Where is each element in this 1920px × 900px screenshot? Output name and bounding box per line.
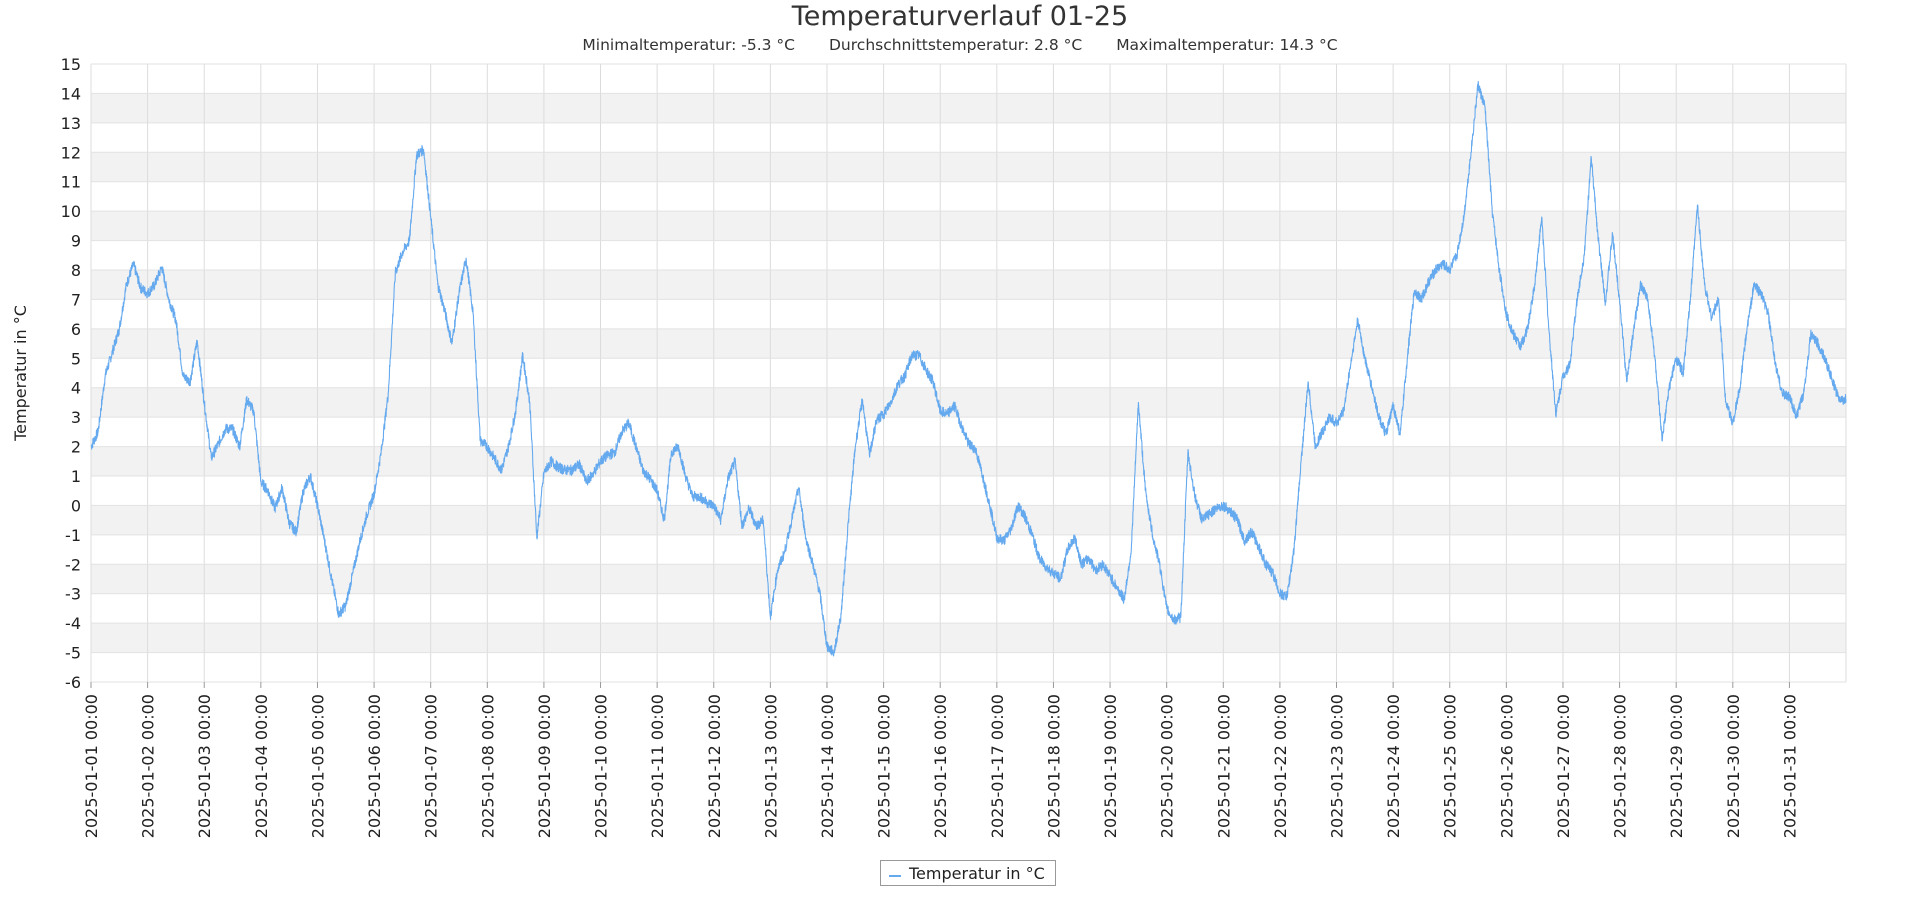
x-tick-label: 2025-01-24 00:00 xyxy=(1384,694,1403,838)
y-tick-label: 0 xyxy=(71,496,81,515)
x-tick-label: 2025-01-02 00:00 xyxy=(139,694,158,838)
y-tick-label: 4 xyxy=(71,379,81,398)
y-tick-label: -5 xyxy=(65,644,81,663)
y-tick-label: -2 xyxy=(65,555,81,574)
legend-swatch xyxy=(889,875,901,877)
y-tick-label: 7 xyxy=(71,290,81,309)
y-tick-label: 1 xyxy=(71,467,81,486)
x-tick-label: 2025-01-23 00:00 xyxy=(1328,694,1347,838)
y-tick-label: 3 xyxy=(71,408,81,427)
chart-subtitle: Minimaltemperatur: -5.3 °C Durchschnittst… xyxy=(0,36,1920,54)
y-tick-label: 5 xyxy=(71,349,81,368)
x-tick-label: 2025-01-31 00:00 xyxy=(1780,694,1799,838)
grid-band xyxy=(91,270,1846,300)
x-tick-label: 2025-01-25 00:00 xyxy=(1441,694,1460,838)
x-tick-label: 2025-01-04 00:00 xyxy=(252,694,271,838)
y-tick-label: 9 xyxy=(71,232,81,251)
vertical-gridlines xyxy=(90,64,1847,682)
legend[interactable]: Temperatur in °C xyxy=(880,860,1056,886)
x-tick-label: 2025-01-21 00:00 xyxy=(1214,694,1233,838)
y-tick-label: 10 xyxy=(61,202,81,221)
y-tick-label: 6 xyxy=(71,320,81,339)
x-tick-label: 2025-01-01 00:00 xyxy=(82,694,101,838)
y-tick-label: 11 xyxy=(61,173,81,192)
series-group xyxy=(90,80,1847,657)
x-tick-label: 2025-01-15 00:00 xyxy=(875,694,894,838)
y-tick-label: 8 xyxy=(71,261,81,280)
grid-band xyxy=(91,446,1846,476)
x-tick-label: 2025-01-28 00:00 xyxy=(1611,694,1630,838)
x-tick-label: 2025-01-18 00:00 xyxy=(1044,694,1063,838)
series-line-temperatur xyxy=(90,80,1847,657)
max-temperature-label: Maximaltemperatur: 14.3 °C xyxy=(1116,36,1338,54)
grid-band xyxy=(91,152,1846,182)
x-tick-label: 2025-01-08 00:00 xyxy=(478,694,497,838)
x-tick-label: 2025-01-10 00:00 xyxy=(592,694,611,838)
x-tick-label: 2025-01-20 00:00 xyxy=(1158,694,1177,838)
grid-band xyxy=(91,328,1846,359)
x-tick-label: 2025-01-22 00:00 xyxy=(1271,694,1290,838)
y-tick-label: -3 xyxy=(65,585,81,604)
x-tick-label: 2025-01-03 00:00 xyxy=(195,694,214,838)
x-tick-label: 2025-01-07 00:00 xyxy=(422,694,441,838)
x-tick-label: 2025-01-05 00:00 xyxy=(308,694,327,838)
y-tick-label: 12 xyxy=(61,143,81,162)
x-tick-label: 2025-01-16 00:00 xyxy=(931,694,950,838)
x-tick-label: 2025-01-30 00:00 xyxy=(1724,694,1743,838)
legend-label: Temperatur in °C xyxy=(909,863,1045,883)
x-tick-label: 2025-01-19 00:00 xyxy=(1101,694,1120,838)
avg-temperature-label: Durchschnittstemperatur: 2.8 °C xyxy=(829,36,1083,54)
x-tick-label: 2025-01-06 00:00 xyxy=(365,694,384,838)
grid-band xyxy=(91,93,1846,123)
x-tick-label: 2025-01-26 00:00 xyxy=(1497,694,1516,838)
grid-band xyxy=(91,623,1846,653)
x-axis-ticks: 2025-01-01 00:00 2025-01-02 00:00 2025-01-… xyxy=(82,682,1799,838)
y-tick-label: 13 xyxy=(61,114,81,133)
grid-band xyxy=(91,505,1846,535)
grid-band xyxy=(91,211,1846,241)
x-tick-label: 2025-01-09 00:00 xyxy=(535,694,554,838)
grid-bands xyxy=(91,93,1846,653)
grid-band xyxy=(91,387,1846,418)
x-tick-label: 2025-01-12 00:00 xyxy=(705,694,724,838)
x-tick-label: 2025-01-13 00:00 xyxy=(761,694,780,838)
y-tick-label: -1 xyxy=(65,526,81,545)
x-tick-label: 2025-01-14 00:00 xyxy=(818,694,837,838)
chart-title: Temperaturverlauf 01-25 xyxy=(791,1,1129,32)
x-tick-label: 2025-01-17 00:00 xyxy=(988,694,1007,838)
horizontal-gridlines xyxy=(91,63,1846,683)
y-tick-label: 15 xyxy=(61,55,81,74)
x-tick-label: 2025-01-27 00:00 xyxy=(1554,694,1573,838)
grid-band xyxy=(91,564,1846,594)
y-tick-label: 2 xyxy=(71,438,81,457)
y-axis-label: Temperatur in °C xyxy=(11,305,30,442)
y-tick-label: -4 xyxy=(65,614,81,633)
min-temperature-label: Minimaltemperatur: -5.3 °C xyxy=(582,36,795,54)
x-tick-label: 2025-01-11 00:00 xyxy=(648,694,667,838)
y-tick-label: 14 xyxy=(61,84,81,103)
y-tick-label: -6 xyxy=(65,673,81,692)
x-tick-label: 2025-01-29 00:00 xyxy=(1667,694,1686,838)
